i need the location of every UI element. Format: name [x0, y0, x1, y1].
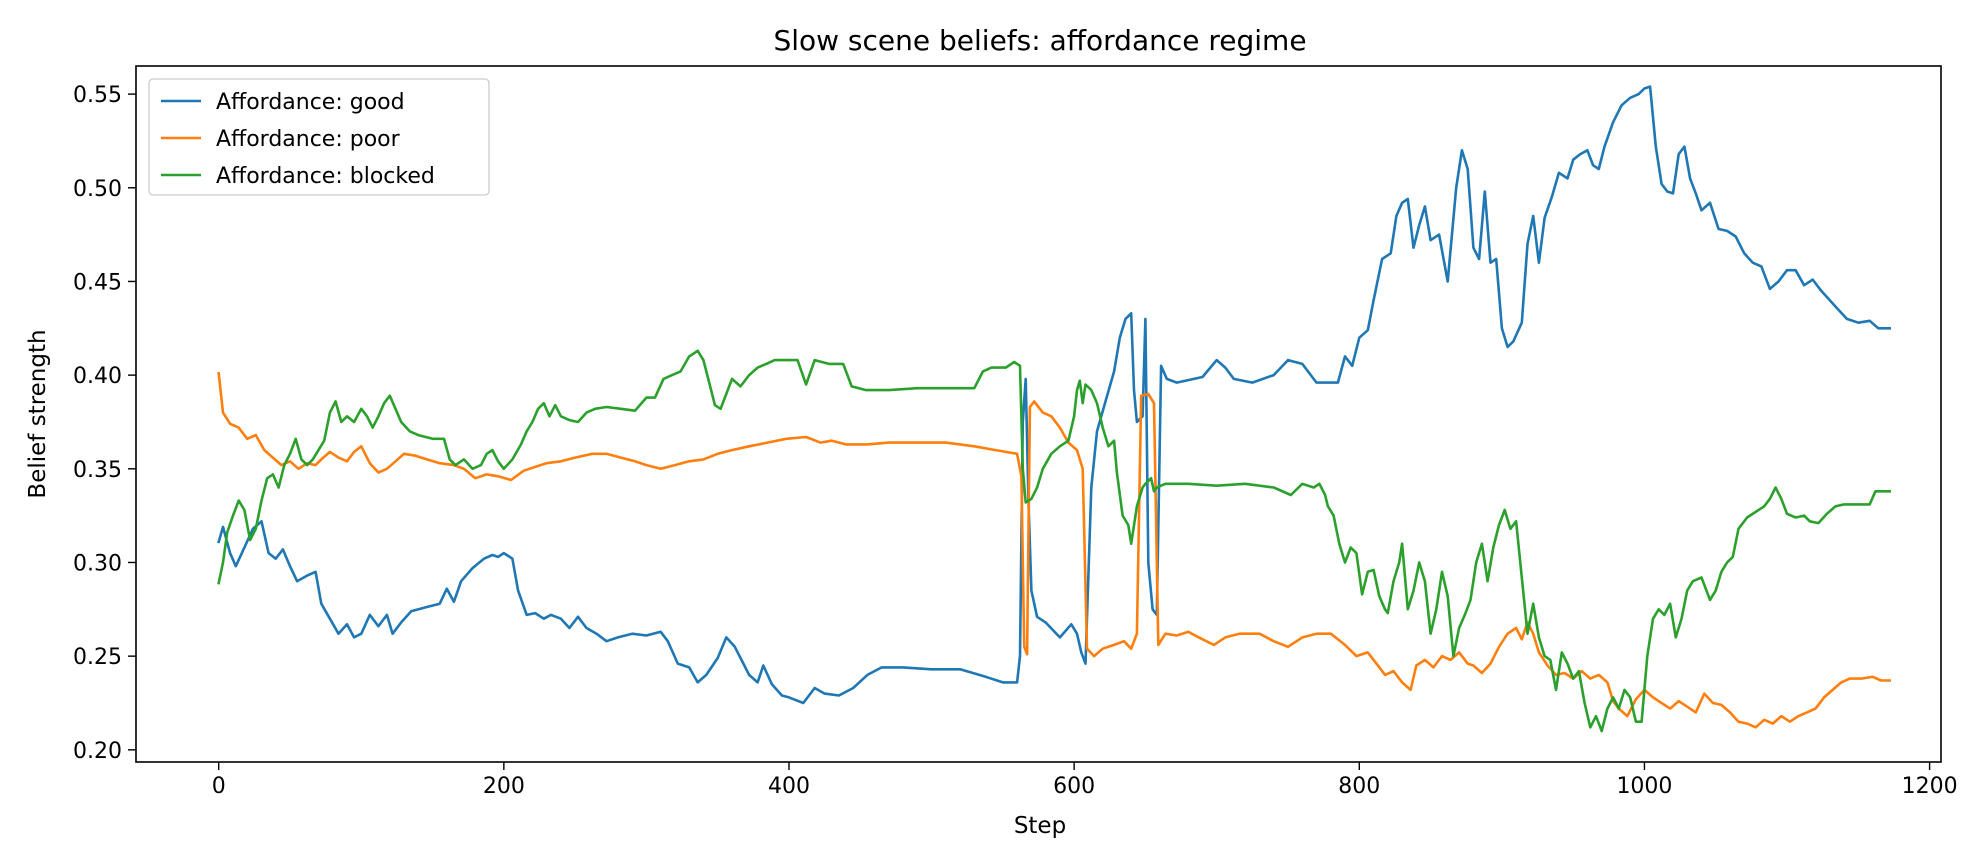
x-tick-label: 800 — [1338, 774, 1380, 799]
legend-label: Affordance: good — [216, 90, 405, 115]
chart-title: Slow scene beliefs: affordance regime — [773, 24, 1306, 57]
y-tick-label: 0.30 — [73, 551, 122, 576]
x-axis-label: Step — [1014, 813, 1066, 839]
x-tick-label: 0 — [212, 774, 226, 799]
series-line-0 — [217, 85, 1891, 705]
x-tick-label: 1200 — [1902, 774, 1958, 799]
x-axis: 0 200 400 600 800 1000 1200 — [212, 762, 1958, 799]
y-tick-label: 0.55 — [73, 83, 122, 108]
y-tick-label: 0.45 — [73, 270, 122, 295]
y-tick-label: 0.40 — [73, 364, 122, 389]
plot-frame — [135, 65, 1942, 763]
x-tick-label: 1000 — [1616, 774, 1672, 799]
series-layer — [217, 85, 1891, 733]
y-axis-label: Belief strength — [25, 329, 51, 498]
x-tick-label: 400 — [768, 774, 810, 799]
y-tick-label: 0.35 — [73, 458, 122, 483]
y-tick-label: 0.50 — [73, 177, 122, 202]
legend: Affordance: good Affordance: poor Affordan… — [148, 78, 490, 196]
legend-label: Affordance: blocked — [216, 164, 435, 189]
legend-label: Affordance: poor — [216, 127, 401, 152]
x-tick-label: 600 — [1053, 774, 1095, 799]
y-axis: 0.20 0.25 0.30 0.35 0.40 0.45 0.50 0.55 — [73, 83, 136, 764]
y-tick-label: 0.20 — [73, 739, 122, 764]
series-line-2 — [217, 349, 1891, 733]
y-tick-label: 0.25 — [73, 645, 122, 670]
legend-box — [148, 78, 490, 196]
x-tick-label: 200 — [483, 774, 525, 799]
